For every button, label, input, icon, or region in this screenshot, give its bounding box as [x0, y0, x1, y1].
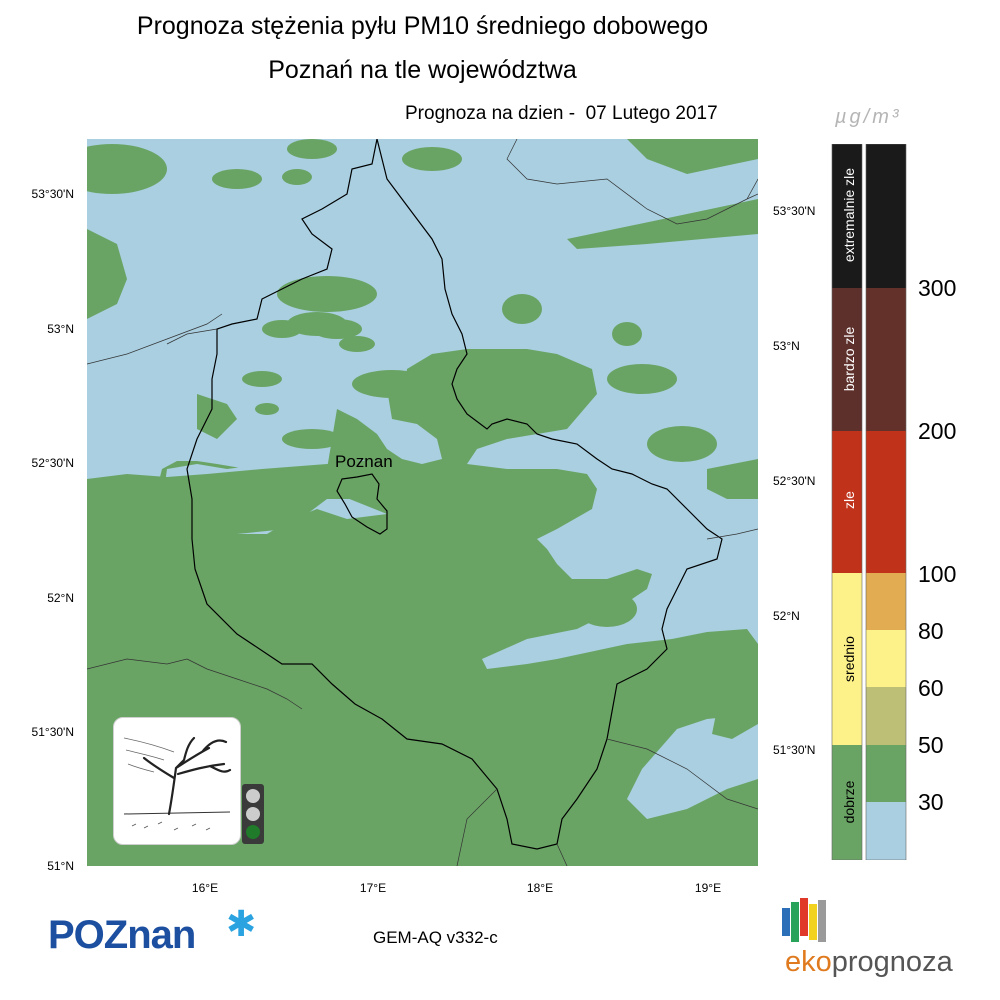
lon-label: 18°E	[526, 881, 554, 895]
legend-threshold: 50	[918, 732, 944, 758]
traffic-light-bottom	[246, 825, 260, 839]
lat-label-left: 51°N	[47, 859, 74, 873]
traffic-light-middle	[246, 807, 260, 821]
traffic-light-top	[246, 789, 260, 803]
lat-label-right: 53°30'N	[773, 204, 816, 218]
eko-logo-part1: eko	[785, 946, 832, 978]
forecast-date: Prognoza na dzien - 07 Lutego 2017	[405, 103, 718, 124]
legend-threshold: 60	[918, 675, 944, 701]
legend-scale-swatch	[866, 144, 906, 288]
lat-label-left: 53°30'N	[31, 187, 74, 201]
poznan-logo: POZnan ✱	[48, 903, 256, 958]
legend-category-label: dobrze	[841, 780, 857, 824]
lat-label-right: 52°N	[773, 609, 800, 623]
province-boundary	[186, 139, 723, 850]
legend-scale-swatch	[866, 745, 906, 802]
legend-category-label: bardzo zle	[841, 326, 857, 392]
lat-label-right: 53°N	[773, 339, 800, 353]
traffic-light-icon	[242, 784, 264, 844]
lon-label: 19°E	[694, 881, 722, 895]
legend-category-swatch	[832, 745, 862, 860]
lat-label-left: 51°30'N	[31, 725, 74, 739]
asterisk-icon: ✱	[226, 903, 256, 944]
city-label: Poznan	[335, 452, 393, 471]
lon-label: 17°E	[359, 881, 387, 895]
legend-border	[865, 144, 907, 860]
legend-category-bar	[832, 144, 862, 860]
title-line-2: Poznań na tle województwa	[268, 56, 577, 84]
lat-label-right: 52°30'N	[773, 474, 816, 488]
model-label: GEM-AQ v332-c	[373, 928, 498, 947]
map-region-lightblue-southeast	[627, 714, 758, 819]
title-line-1: Prognoza stężenia pyłu PM10 średniego do…	[136, 12, 709, 40]
poznan-city-boundary	[336, 473, 388, 535]
legend-threshold: 80	[918, 618, 944, 644]
map-region-green-southeast-patch	[712, 694, 758, 739]
unit-label: µg/m³	[835, 106, 902, 128]
eko-logo-part2: prognoza	[831, 946, 953, 978]
lon-label: 16°E	[191, 881, 219, 895]
neighbour-boundaries	[87, 139, 758, 866]
ekoprognoza-icon	[782, 898, 826, 942]
wind-tree-icon	[113, 717, 241, 845]
legend-category-swatch	[832, 431, 862, 573]
legend-scale-swatch	[866, 288, 906, 431]
legend-category-label: zle	[841, 491, 857, 509]
poznan-logo-text: POZnan	[48, 913, 196, 957]
legend-category-label: extremalnie zle	[841, 167, 857, 263]
legend-threshold: 300	[918, 275, 957, 301]
legend-category-label: srednio	[841, 636, 857, 682]
legend-category-swatch	[832, 144, 862, 288]
legend-scale-swatch	[866, 431, 906, 573]
legend-threshold: 100	[918, 561, 957, 587]
legend-scale-swatch	[866, 687, 906, 745]
legend-scale-swatch	[866, 573, 906, 630]
lat-label-right: 51°30'N	[773, 743, 816, 757]
legend-border	[831, 144, 863, 860]
legend-category-swatch	[832, 573, 862, 745]
legend-threshold: 30	[918, 789, 944, 815]
map-green-patches	[87, 139, 758, 627]
legend-threshold: 200	[918, 418, 957, 444]
ekoprognoza-logo: ekoprognoza	[785, 946, 953, 979]
lat-label-left: 53°N	[47, 322, 74, 336]
legend-scale-bar	[831, 144, 907, 860]
lat-label-left: 52°30'N	[31, 456, 74, 470]
legend-scale-swatch	[866, 802, 906, 860]
color-legend	[831, 144, 907, 860]
map-region-green-south	[87, 459, 387, 534]
lat-label-left: 52°N	[47, 591, 74, 605]
legend-category-swatch	[832, 288, 862, 431]
legend-scale-swatch	[866, 630, 906, 687]
map-region-lightblue	[87, 139, 758, 669]
